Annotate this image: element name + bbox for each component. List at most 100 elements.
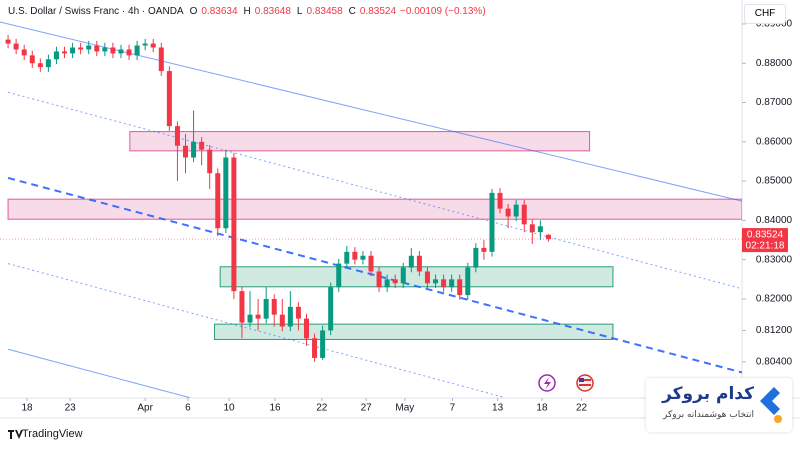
x-tick-label: 10 <box>223 403 235 414</box>
candle-body <box>158 47 164 72</box>
candle-body <box>497 192 503 209</box>
broker-tagline: انتخاب هوشمندانه بروکر <box>663 410 754 420</box>
x-tick-label: 16 <box>269 403 281 414</box>
candle-body <box>70 47 76 54</box>
ohlc-key: C <box>348 6 356 17</box>
candle-body <box>295 306 301 319</box>
footer-brand: TradingView <box>22 428 83 440</box>
x-tick-label: 22 <box>316 403 328 414</box>
candle-body <box>45 59 51 68</box>
logo-chevron <box>760 387 780 415</box>
flag-canton <box>579 378 584 382</box>
trend-line <box>7 263 506 398</box>
flag-stripe <box>579 384 591 386</box>
candle-body <box>521 204 527 225</box>
candle-body <box>489 192 495 252</box>
candle-body <box>110 47 116 54</box>
candle-body <box>368 255 374 272</box>
y-tick-label: 0.85000 <box>756 176 793 187</box>
economic-event-flag[interactable] <box>576 374 594 392</box>
y-tick-label: 0.83000 <box>756 254 793 265</box>
x-tick-label: 27 <box>361 403 373 414</box>
x-tick-label: Apr <box>137 403 153 414</box>
candle-body <box>336 263 342 288</box>
candle-body <box>279 314 285 327</box>
x-tick-label: 22 <box>576 403 588 414</box>
candle-body <box>174 126 180 146</box>
candle-body <box>384 279 390 288</box>
candle-body <box>183 145 188 158</box>
flag-stripe <box>579 379 591 381</box>
x-tick-label: 23 <box>65 403 77 414</box>
price-change: −0.00109 (−0.13%) <box>400 6 486 17</box>
candle-body <box>408 255 414 268</box>
y-tick-label: 0.84000 <box>756 215 793 226</box>
ohlc-key: O <box>189 6 198 17</box>
candle-body <box>239 291 245 323</box>
candle-body <box>13 43 19 50</box>
event-icon-glyph <box>544 377 551 390</box>
x-tick-label: 13 <box>492 403 504 414</box>
x-tick-label: 6 <box>185 403 191 414</box>
candle-body <box>199 141 205 150</box>
y-tick-label: 0.86000 <box>756 136 793 147</box>
candle-body <box>247 314 253 323</box>
candle-body <box>303 318 309 339</box>
candle-body <box>505 208 511 217</box>
candle-body <box>424 271 430 284</box>
candle-body <box>457 279 463 296</box>
candle-body <box>215 173 221 229</box>
candle-body <box>433 279 439 284</box>
candle-body <box>166 71 172 127</box>
candle-body <box>441 279 447 288</box>
trend-line <box>7 91 742 290</box>
plot-area <box>0 21 742 398</box>
y-tick-label: 0.89000 <box>756 19 793 30</box>
symbol-title: U.S. Dollar / Swiss Franc · 4h · OANDA <box>8 6 184 17</box>
candle-body <box>320 330 326 358</box>
tradingview-logo <box>8 430 23 439</box>
ohlc-key: H <box>243 6 251 17</box>
candle-body <box>328 287 334 331</box>
candle-body <box>537 226 543 233</box>
ohlc-value: 0.83458 <box>306 6 343 17</box>
symbol-legend: U.S. Dollar / Swiss Franc · 4h · OANDA O… <box>8 6 486 17</box>
candle-body <box>529 224 535 233</box>
candle-body <box>191 141 197 158</box>
trend-line <box>7 176 742 374</box>
last-price-label: 0.83524 <box>747 230 784 241</box>
bar-countdown: 02:21:18 <box>746 241 785 252</box>
currency-button[interactable]: CHF <box>744 4 786 24</box>
broker-logo <box>760 387 782 423</box>
candle-body <box>86 45 92 50</box>
candle-body <box>29 55 35 64</box>
ohlc-key: L <box>296 6 303 17</box>
candle-body <box>142 43 148 46</box>
candle-body <box>271 298 277 315</box>
candle-body <box>287 306 293 327</box>
trend-line <box>7 348 190 398</box>
candle-body <box>473 247 479 268</box>
trend-line <box>0 21 742 202</box>
candle-body <box>545 234 551 240</box>
candle-body <box>513 204 519 217</box>
candle-body <box>62 51 68 54</box>
ohlc-value: 0.83648 <box>254 6 291 17</box>
candle-body <box>37 63 43 68</box>
candle-body <box>263 298 269 319</box>
price-zone <box>219 266 614 288</box>
candle-body <box>53 51 59 60</box>
candle-body <box>134 45 140 56</box>
x-tick-label: 18 <box>536 403 548 414</box>
candle-body <box>481 247 487 252</box>
candle-body <box>223 157 229 229</box>
price-zone <box>7 198 742 220</box>
candle-body <box>360 255 366 260</box>
candle-body <box>102 47 108 52</box>
candle-body <box>255 314 261 319</box>
y-tick-label: 0.81200 <box>756 325 793 336</box>
candle-body <box>126 49 132 56</box>
candle-body <box>94 45 100 52</box>
x-tick-label: 18 <box>21 403 33 414</box>
